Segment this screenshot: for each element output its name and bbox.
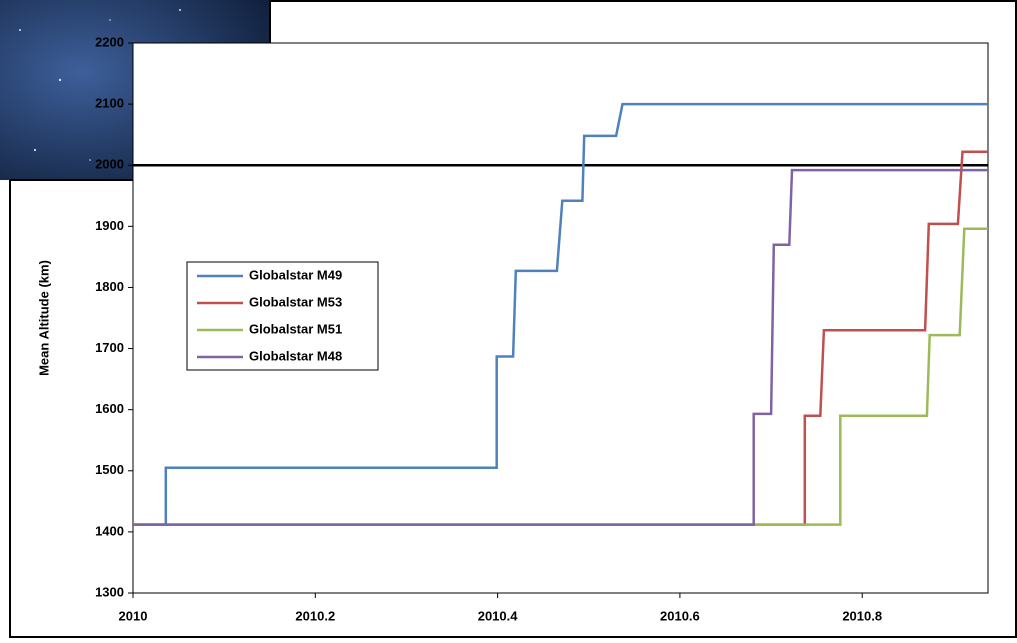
y-tick-label: 1400 [95,523,124,538]
y-tick-label: 2100 [95,96,124,111]
legend-label: Globalstar M51 [249,321,342,336]
y-tick-label: 1600 [95,401,124,416]
y-tick-label: 1800 [95,279,124,294]
x-tick-label: 2010.2 [295,608,335,623]
legend-label: Globalstar M53 [249,294,342,309]
y-tick-label: 2000 [95,157,124,172]
series-line [752,227,988,526]
x-tick-label: 2010.6 [660,608,700,623]
legend-label: Globalstar M48 [249,348,342,363]
x-tick-label: 2010 [119,608,148,623]
series-line [133,102,988,526]
series-line [133,168,988,526]
legend-box [186,261,379,371]
y-tick-label: 1900 [95,218,124,233]
y-tick-label: 1700 [95,340,124,355]
y-tick-label: 2200 [95,34,124,49]
y-tick-label: 1500 [95,462,124,477]
y-axis-label: Mean Altitude (km) [36,260,51,376]
y-tick-label: 1300 [95,584,124,599]
x-tick-label: 2010.4 [478,608,519,623]
series-line [133,150,988,526]
legend-label: Globalstar M49 [249,267,342,282]
x-tick-label: 2010.8 [842,608,882,623]
